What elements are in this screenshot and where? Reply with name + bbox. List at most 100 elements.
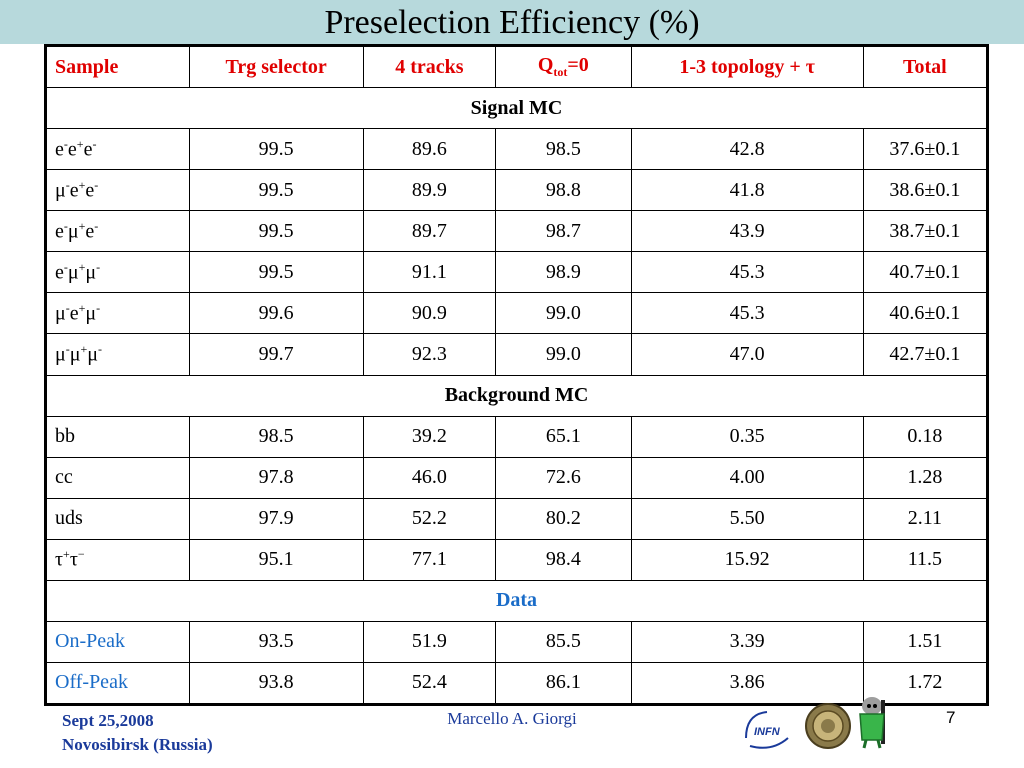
charge-sign: -	[63, 218, 68, 233]
value-cell: 40.6±0.1	[862, 292, 988, 335]
sample-cell: e-μ+e-	[46, 210, 190, 253]
particle-symbol: μ	[85, 302, 97, 325]
section-label-background: Background MC	[46, 374, 987, 417]
value-cell: 99.6	[188, 292, 364, 335]
footer-left: Sept 25,2008 Novosibirsk (Russia)	[62, 709, 213, 757]
value-cell: 3.39	[630, 620, 864, 663]
infn-logo: INFN	[742, 708, 792, 752]
qtot-suffix: =0	[567, 54, 589, 77]
charge-sign: -	[65, 301, 70, 316]
table-row: e-μ+μ- 99.5 91.1 98.9 45.3 40.7±0.1	[46, 251, 988, 294]
value-cell: 89.9	[362, 169, 497, 212]
charge-sign: -	[63, 136, 68, 151]
section-label-data: Data	[46, 579, 987, 622]
charge-sign: -	[92, 136, 97, 151]
value-cell: 52.2	[362, 497, 497, 540]
value-cell: 99.5	[188, 210, 364, 253]
sample-cell: uds	[46, 497, 190, 540]
value-cell: 1.51	[862, 620, 988, 663]
particle-symbol: μ	[85, 261, 97, 284]
section-row-data: Data	[46, 579, 987, 622]
table-row: cc 97.8 46.0 72.6 4.00 1.28	[46, 456, 988, 499]
value-cell: 65.1	[495, 415, 632, 458]
table-row: Off-Peak 93.8 52.4 86.1 3.86 1.72	[46, 661, 988, 705]
value-cell: 80.2	[495, 497, 632, 540]
value-cell: 38.6±0.1	[862, 169, 988, 212]
particle-symbol: μ	[55, 179, 66, 202]
header-total: Total	[862, 45, 988, 89]
footer-date: Sept 25,2008	[62, 711, 154, 730]
sample-cell: bb	[46, 415, 190, 458]
value-cell: 98.5	[188, 415, 364, 458]
value-cell: 99.7	[188, 333, 364, 376]
value-cell: 39.2	[362, 415, 497, 458]
seal-logo	[804, 702, 852, 750]
header-trg-selector: Trg selector	[188, 45, 364, 89]
particle-symbol: μ	[69, 343, 81, 366]
sample-cell: μ-e+μ-	[46, 292, 190, 335]
charge-sign: −	[77, 547, 85, 562]
value-cell: 98.5	[495, 128, 632, 171]
particle-symbol: e	[69, 302, 79, 325]
value-cell: 98.7	[495, 210, 632, 253]
charge-sign: +	[78, 177, 86, 192]
section-label-signal: Signal MC	[46, 87, 987, 130]
particle-symbol: τ	[55, 549, 64, 572]
efficiency-table-frame: Sample Trg selector 4 tracks Qtot=0 1-3 …	[44, 44, 989, 706]
charge-sign: -	[96, 301, 101, 316]
charge-sign: +	[78, 260, 86, 275]
table-row: μ-e+μ- 99.6 90.9 99.0 45.3 40.6±0.1	[46, 292, 988, 335]
value-cell: 11.5	[862, 538, 988, 581]
charge-sign: -	[63, 260, 68, 275]
value-cell: 99.0	[495, 333, 632, 376]
particle-symbol: μ	[87, 343, 98, 366]
particle-symbol: μ	[55, 302, 66, 325]
charge-sign: +	[78, 218, 86, 233]
signal-rows: e-e+e- 99.5 89.6 98.5 42.8 37.6±0.1 μ-e+e- 99.5…	[46, 128, 988, 376]
value-cell: 85.5	[495, 620, 632, 663]
value-cell: 38.7±0.1	[862, 210, 988, 253]
value-cell: 46.0	[362, 456, 497, 499]
value-cell: 99.5	[188, 251, 364, 294]
sample-cell: On-Peak	[46, 620, 190, 663]
charge-sign: -	[65, 177, 70, 192]
value-cell: 15.92	[630, 538, 864, 581]
table-row: μ-e+e- 99.5 89.9 98.8 41.8 38.6±0.1	[46, 169, 988, 212]
particle-symbol: e	[83, 138, 93, 161]
value-cell: 90.9	[362, 292, 497, 335]
particle-symbol: e	[85, 220, 95, 243]
section-row-signal: Signal MC	[46, 87, 987, 130]
slide-title: Preselection Efficiency (%)	[324, 4, 700, 41]
sample-cell: Off-Peak	[46, 661, 190, 705]
table-row: τ+τ− 95.1 77.1 98.4 15.92 11.5	[46, 538, 988, 581]
charge-sign: -	[65, 342, 70, 357]
page-number: 7	[946, 708, 956, 727]
table-row: μ-μ+μ- 99.7 92.3 99.0 47.0 42.7±0.1	[46, 333, 988, 376]
value-cell: 99.5	[188, 169, 364, 212]
footer-location: Novosibirsk (Russia)	[62, 735, 213, 754]
sample-cell: cc	[46, 456, 190, 499]
value-cell: 95.1	[188, 538, 364, 581]
charge-sign: +	[80, 342, 88, 357]
sample-cell: μ-e+e-	[46, 169, 190, 212]
sample-cell: e-μ+μ-	[46, 251, 190, 294]
value-cell: 98.9	[495, 251, 632, 294]
infn-logo-text: INFN	[754, 726, 781, 738]
table-row: bb 98.5 39.2 65.1 0.35 0.18	[46, 415, 988, 458]
charge-sign: -	[94, 218, 99, 233]
value-cell: 98.4	[495, 538, 632, 581]
charge-sign: +	[63, 547, 70, 562]
value-cell: 89.6	[362, 128, 497, 171]
value-cell: 43.9	[630, 210, 864, 253]
value-cell: 40.7±0.1	[862, 251, 988, 294]
value-cell: 42.8	[630, 128, 864, 171]
data-rows: On-Peak 93.5 51.9 85.5 3.39 1.51 Off-Peak 93.8 5…	[46, 620, 988, 705]
value-cell: 47.0	[630, 333, 864, 376]
header-qtot: Qtot=0	[495, 45, 632, 89]
value-cell: 2.11	[862, 497, 988, 540]
sample-cell: e-e+e-	[46, 128, 190, 171]
value-cell: 86.1	[495, 661, 632, 705]
particle-symbol: μ	[67, 220, 79, 243]
charge-sign: +	[76, 136, 84, 151]
sample-cell: μ-μ+μ-	[46, 333, 190, 376]
